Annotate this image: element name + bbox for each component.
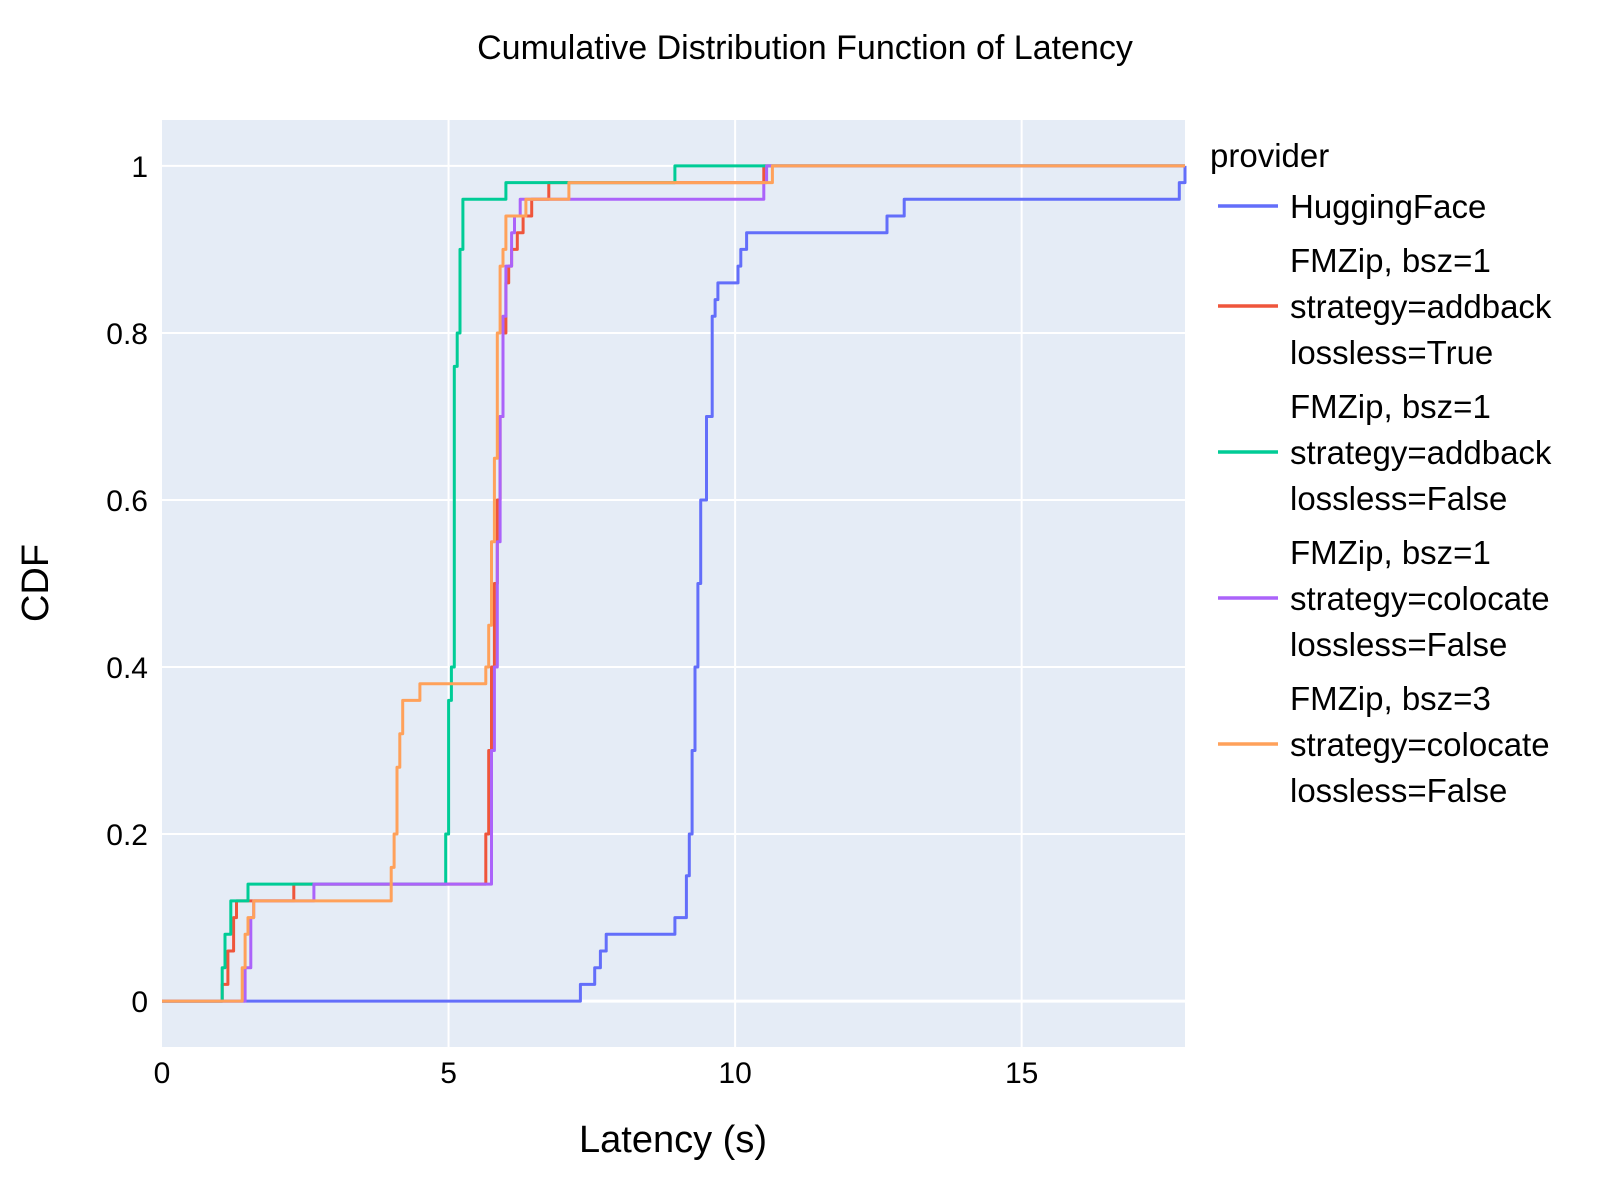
legend-label: lossless=True [1290,334,1493,371]
legend-label: lossless=False [1290,480,1507,517]
y-tick-label: 0.8 [106,318,148,351]
y-tick-label: 1 [131,151,148,184]
y-axis-title: CDF [15,544,57,622]
series-line-1 [162,164,1185,1003]
y-tick-label: 0.4 [106,652,148,685]
x-axis-title: Latency (s) [579,1119,767,1161]
legend-label: strategy=addback [1290,288,1552,325]
plot-background [162,120,1185,1047]
chart-title: Cumulative Distribution Function of Late… [477,29,1133,67]
x-tick-label: 15 [1005,1057,1038,1090]
legend-label: FMZip, bsz=1 [1290,242,1491,279]
y-tick-label: 0 [131,986,148,1019]
x-tick-label: 0 [154,1057,171,1090]
series-lines [162,164,1187,1003]
legend-label: FMZip, bsz=1 [1290,388,1491,425]
series-line-2 [162,164,1185,1003]
x-tick-label: 10 [718,1057,751,1090]
y-tick-labels: 0 0.2 0.4 0.6 0.8 1 [106,151,148,1019]
legend-label: strategy=addback [1290,434,1552,471]
legend-label: lossless=False [1290,772,1507,809]
legend-title: provider [1210,137,1329,174]
legend-label: strategy=colocate [1290,726,1550,763]
x-tick-labels: 0 5 10 15 [154,1057,1039,1090]
y-tick-label: 0.2 [106,819,148,852]
legend-label: strategy=colocate [1290,580,1550,617]
legend-label: FMZip, bsz=1 [1290,534,1491,571]
legend-label: FMZip, bsz=3 [1290,680,1491,717]
legend-label: lossless=False [1290,626,1507,663]
legend-label: HuggingFace [1290,188,1486,225]
series-line-4 [162,164,1185,1003]
legend: provider HuggingFace FMZip, bsz=1 strategy… [1210,137,1552,809]
x-tick-label: 5 [440,1057,457,1090]
series-line-0 [162,165,1187,1003]
y-tick-label: 0.6 [106,485,148,518]
